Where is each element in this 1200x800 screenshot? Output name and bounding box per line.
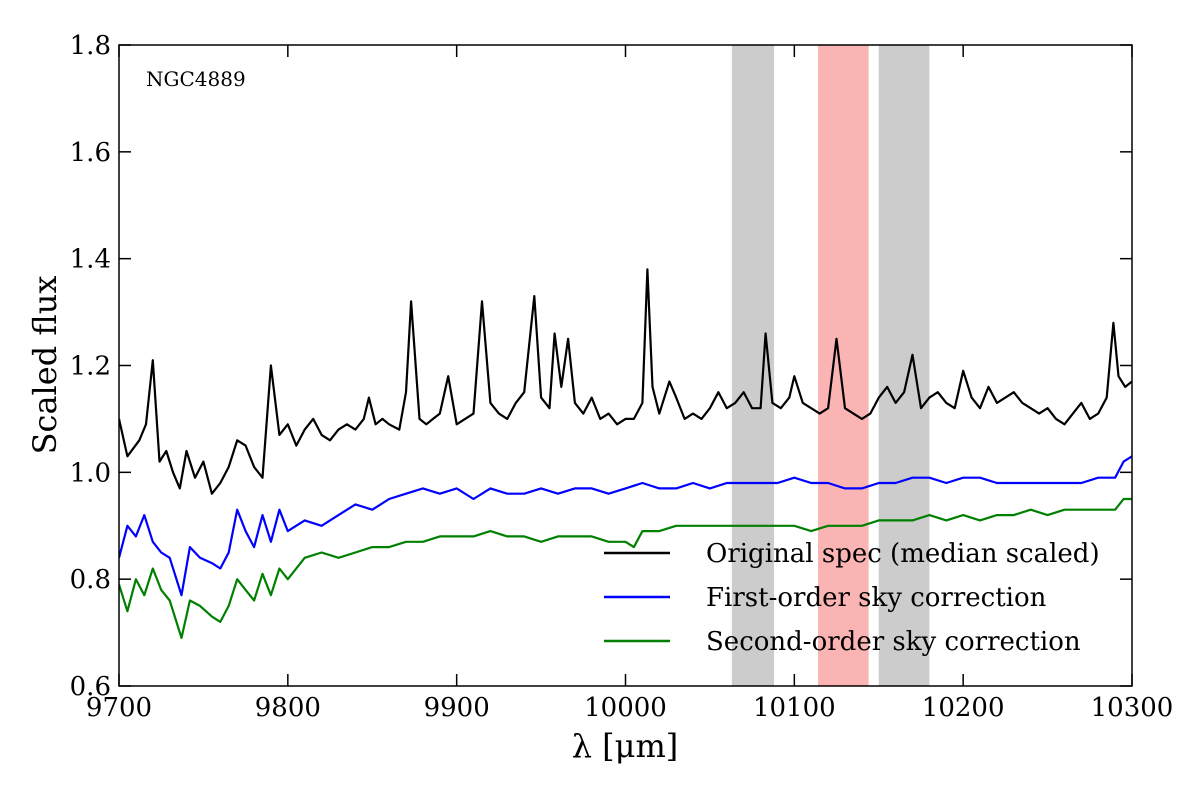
x-tick-label: 10300 bbox=[1091, 693, 1174, 723]
sky-band-left bbox=[731, 45, 775, 686]
x-axis-title: λ [μm] bbox=[572, 727, 679, 765]
series-line-3 bbox=[119, 497, 1132, 640]
legend-label-2: First-order sky correction bbox=[706, 583, 1047, 613]
y-axis-title: Scaled flux bbox=[26, 276, 64, 455]
series-line-2 bbox=[119, 455, 1132, 597]
x-tick-label: 10100 bbox=[753, 693, 836, 723]
x-tick-label: 9700 bbox=[86, 693, 152, 723]
y-tick-label: 0.6 bbox=[70, 672, 111, 702]
axis-ticks: 9700 9800 9900 10000 10100 10200 10300 0.6 0.8 1.… bbox=[70, 31, 1174, 723]
legend-label-3: Second-order sky correction bbox=[706, 627, 1081, 657]
chart-annotation: NGC4889 bbox=[146, 67, 246, 91]
y-tick-label: 1.8 bbox=[70, 31, 111, 61]
y-tick-label: 1.4 bbox=[70, 245, 111, 275]
y-tick-label: 1.6 bbox=[70, 138, 111, 168]
shaded-bands bbox=[731, 45, 930, 686]
legend-label-1: Original spec (median scaled) bbox=[706, 539, 1100, 569]
y-tick-label: 1.0 bbox=[70, 458, 111, 488]
x-tick-label: 10200 bbox=[922, 693, 1005, 723]
x-tick-label: 9900 bbox=[424, 693, 490, 723]
target-band bbox=[817, 45, 869, 686]
x-tick-label: 10000 bbox=[584, 693, 667, 723]
y-tick-label: 0.8 bbox=[70, 565, 111, 595]
series-line-1 bbox=[119, 268, 1132, 495]
series-lines bbox=[119, 268, 1132, 640]
sky-band-right bbox=[878, 45, 930, 686]
x-tick-label: 9800 bbox=[255, 693, 321, 723]
legend: Original spec (median scaled) First-order… bbox=[604, 539, 1100, 657]
y-tick-label: 1.2 bbox=[70, 352, 111, 382]
